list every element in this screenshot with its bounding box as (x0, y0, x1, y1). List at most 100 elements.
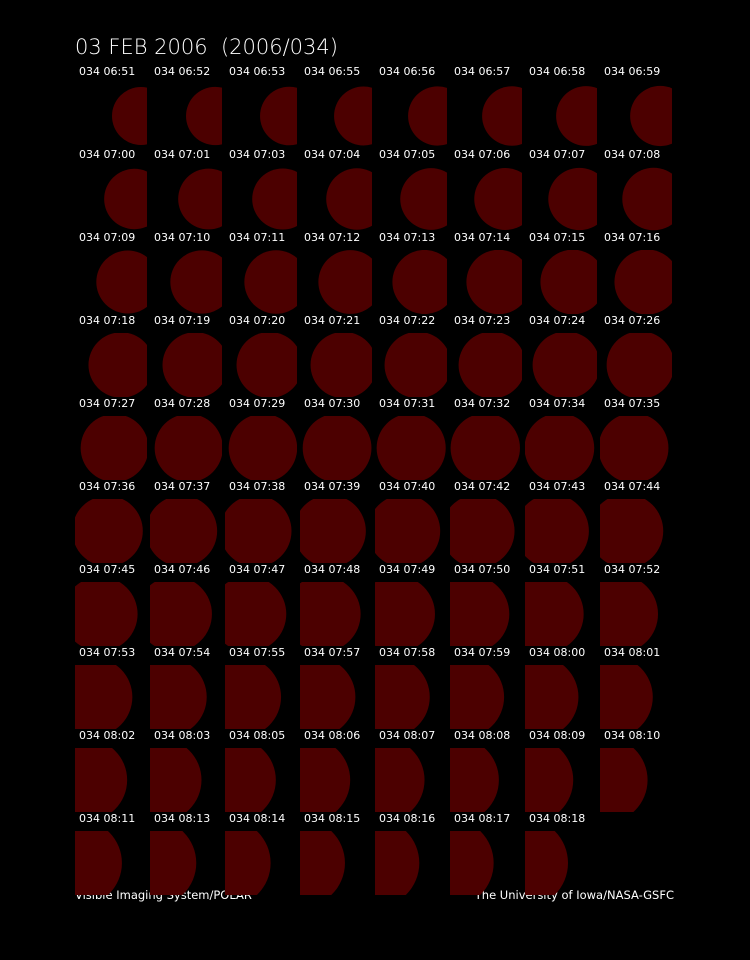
earth-disk (300, 582, 361, 646)
frame-label: 034 07:30 (304, 397, 360, 410)
frame-label: 034 08:06 (304, 729, 360, 742)
earth-disk (525, 748, 574, 812)
earth-disk (525, 831, 568, 895)
earth-disk (375, 582, 435, 646)
frame-label: 034 07:40 (379, 480, 435, 493)
frame-label: 034 07:57 (304, 646, 360, 659)
earth-disk (225, 582, 287, 646)
earth-disk (228, 416, 297, 480)
frame-label: 034 07:13 (379, 231, 435, 244)
frame-label: 034 06:58 (529, 65, 585, 78)
earth-disk (600, 582, 658, 646)
earth-disk (525, 665, 579, 729)
frame-label: 034 07:01 (154, 148, 210, 161)
frame-label: 034 07:07 (529, 148, 585, 161)
earth-disk (525, 499, 589, 563)
earth-disk (300, 831, 345, 895)
earth-disk (300, 748, 351, 812)
earth-disk (548, 167, 597, 231)
frame-label: 034 07:09 (79, 231, 135, 244)
earth-disk (375, 665, 430, 729)
frame-label: 034 07:04 (304, 148, 360, 161)
frame-label: 034 07:48 (304, 563, 360, 576)
frame-label: 034 07:27 (79, 397, 135, 410)
earth-disk (178, 168, 222, 230)
frame-label: 034 06:53 (229, 65, 285, 78)
earth-disk (375, 499, 441, 563)
frame-label: 034 07:03 (229, 148, 285, 161)
frame-label: 034 07:51 (529, 563, 585, 576)
frame-label: 034 08:17 (454, 812, 510, 825)
earth-disk (450, 748, 499, 812)
earth-disk (600, 665, 653, 729)
frame-label: 034 08:15 (304, 812, 360, 825)
earth-disk (392, 250, 447, 314)
earth-disk (614, 250, 672, 314)
frame-label: 034 08:01 (604, 646, 660, 659)
earth-disk (96, 250, 147, 314)
frame-label: 034 07:31 (379, 397, 435, 410)
frame-label: 034 07:19 (154, 314, 210, 327)
frame-label: 034 07:45 (79, 563, 135, 576)
frame-label: 034 07:06 (454, 148, 510, 161)
earth-disk (600, 416, 669, 480)
earth-disk (600, 748, 648, 812)
frame-label: 034 08:07 (379, 729, 435, 742)
frame-label: 034 07:49 (379, 563, 435, 576)
earth-disk (310, 333, 372, 397)
frame-label: 034 07:08 (604, 148, 660, 161)
earth-disk (225, 748, 276, 812)
frame-label: 034 07:26 (604, 314, 660, 327)
frame-label: 034 08:13 (154, 812, 210, 825)
frame-label: 034 07:50 (454, 563, 510, 576)
frame-label: 034 07:43 (529, 480, 585, 493)
earth-disk (150, 499, 218, 563)
earth-disk (80, 416, 147, 480)
earth-disk (326, 168, 372, 230)
earth-disk (532, 333, 597, 397)
frame-label: 034 07:29 (229, 397, 285, 410)
earth-disk (112, 87, 147, 145)
earth-disk (376, 416, 446, 480)
frame-label: 034 08:10 (604, 729, 660, 742)
footer-right: The University of Iowa/NASA-GSFC (474, 888, 674, 902)
frame-label: 034 08:09 (529, 729, 585, 742)
frame-label: 034 07:52 (604, 563, 660, 576)
earth-disk (225, 499, 292, 563)
frame-label: 034 07:39 (304, 480, 360, 493)
earth-disk (540, 250, 597, 314)
earth-disk (318, 250, 372, 314)
earth-disk (300, 499, 366, 563)
earth-disk (225, 831, 271, 895)
earth-disk (400, 168, 447, 230)
earth-disk (474, 168, 522, 230)
frame-label: 034 07:20 (229, 314, 285, 327)
frame-label: 034 06:59 (604, 65, 660, 78)
frame-label: 034 08:02 (79, 729, 135, 742)
earth-disk (150, 748, 202, 812)
frame-label: 034 07:22 (379, 314, 435, 327)
frame-label: 034 07:59 (454, 646, 510, 659)
earth-disk (236, 333, 297, 397)
frame-label: 034 07:11 (229, 231, 285, 244)
frame-label: 034 07:36 (79, 480, 135, 493)
earth-disk (302, 416, 372, 480)
earth-disk (622, 167, 672, 231)
earth-disk (600, 499, 664, 563)
frame-label: 034 07:32 (454, 397, 510, 410)
frame-label: 034 07:54 (154, 646, 210, 659)
earth-disk (75, 582, 138, 646)
frame-label: 034 07:21 (304, 314, 360, 327)
earth-disk (450, 416, 520, 480)
frame-label: 034 06:57 (454, 65, 510, 78)
frame-label: 034 06:51 (79, 65, 135, 78)
frame-label: 034 08:05 (229, 729, 285, 742)
earth-disk (252, 168, 297, 230)
earth-disk (334, 86, 372, 146)
frame-label: 034 07:55 (229, 646, 285, 659)
frame-label: 034 07:46 (154, 563, 210, 576)
earth-disk (154, 416, 222, 480)
frame-label: 034 07:24 (529, 314, 585, 327)
